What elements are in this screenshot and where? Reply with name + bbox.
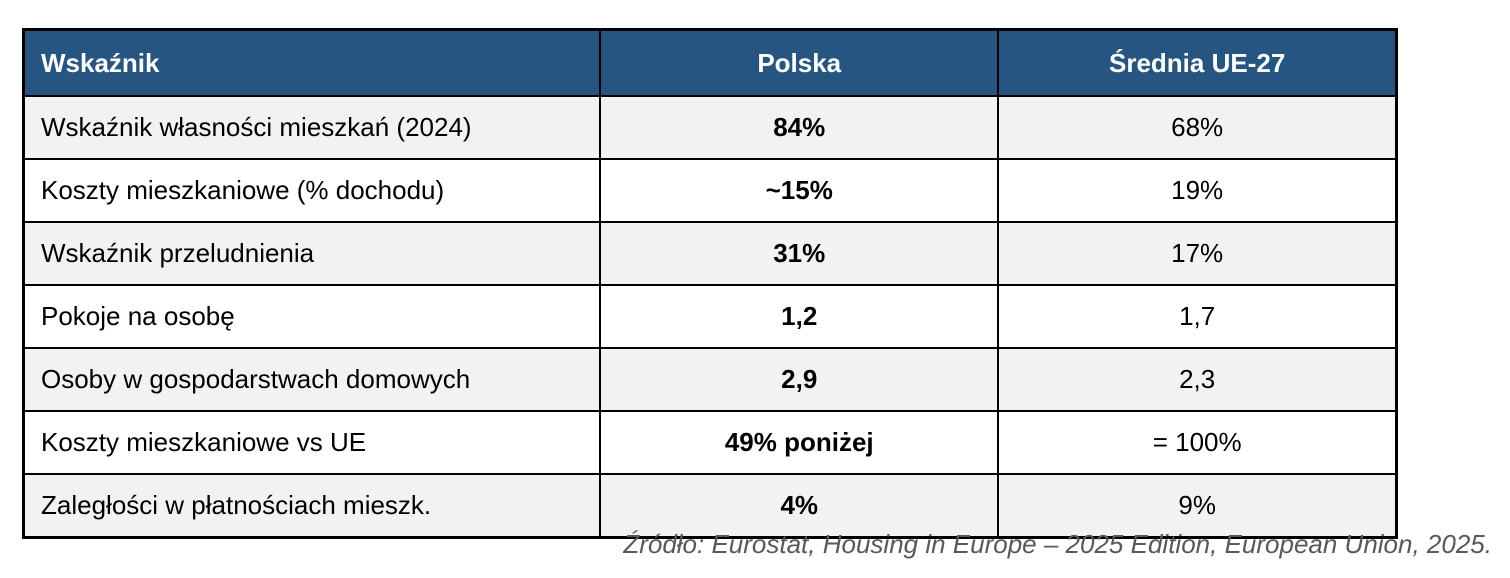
cell-indicator: Wskaźnik własności mieszkań (2024) [22, 95, 602, 160]
column-header-polska: Polska [599, 28, 1000, 97]
table-row: Zaległości w płatnościach mieszk. 4% 9% [22, 473, 1398, 539]
source-citation: Źródło: Eurostat, Housing in Europe – 20… [623, 529, 1492, 559]
cell-polska-value: ~15% [599, 158, 1000, 223]
table-row: Koszty mieszkaniowe vs UE 49% poniżej = … [22, 410, 1398, 475]
cell-polska-value: 31% [599, 221, 1000, 286]
cell-polska-value: 49% poniżej [599, 410, 1000, 475]
cell-indicator: Pokoje na osobę [22, 284, 602, 349]
cell-indicator: Osoby w gospodarstwach domowych [22, 347, 602, 412]
table-row: Wskaźnik własności mieszkań (2024) 84% 6… [22, 95, 1398, 160]
cell-ue27-value: 2,3 [997, 347, 1398, 412]
cell-polska-value: 84% [599, 95, 1000, 160]
cell-ue27-value: 17% [997, 221, 1398, 286]
cell-indicator: Koszty mieszkaniowe vs UE [22, 410, 602, 475]
cell-ue27-value: 9% [997, 473, 1398, 539]
cell-polska-value: 4% [599, 473, 1000, 539]
cell-ue27-value: 19% [997, 158, 1398, 223]
column-header-indicator: Wskaźnik [22, 28, 602, 97]
cell-indicator: Koszty mieszkaniowe (% dochodu) [22, 158, 602, 223]
table-row: Wskaźnik przeludnienia 31% 17% [22, 221, 1398, 286]
cell-indicator: Zaległości w płatnościach mieszk. [22, 473, 602, 539]
cell-indicator: Wskaźnik przeludnienia [22, 221, 602, 286]
table-row: Osoby w gospodarstwach domowych 2,9 2,3 [22, 347, 1398, 412]
cell-ue27-value: = 100% [997, 410, 1398, 475]
table-row: Pokoje na osobę 1,2 1,7 [22, 284, 1398, 349]
cell-ue27-value: 1,7 [997, 284, 1398, 349]
table-header-row: Wskaźnik Polska Średnia UE-27 [22, 28, 1398, 97]
column-header-ue27: Średnia UE-27 [997, 28, 1398, 97]
cell-ue27-value: 68% [997, 95, 1398, 160]
table-row: Koszty mieszkaniowe (% dochodu) ~15% 19% [22, 158, 1398, 223]
housing-stats-table: Wskaźnik Polska Średnia UE-27 Wskaźnik w… [22, 28, 1398, 539]
cell-polska-value: 2,9 [599, 347, 1000, 412]
cell-polska-value: 1,2 [599, 284, 1000, 349]
